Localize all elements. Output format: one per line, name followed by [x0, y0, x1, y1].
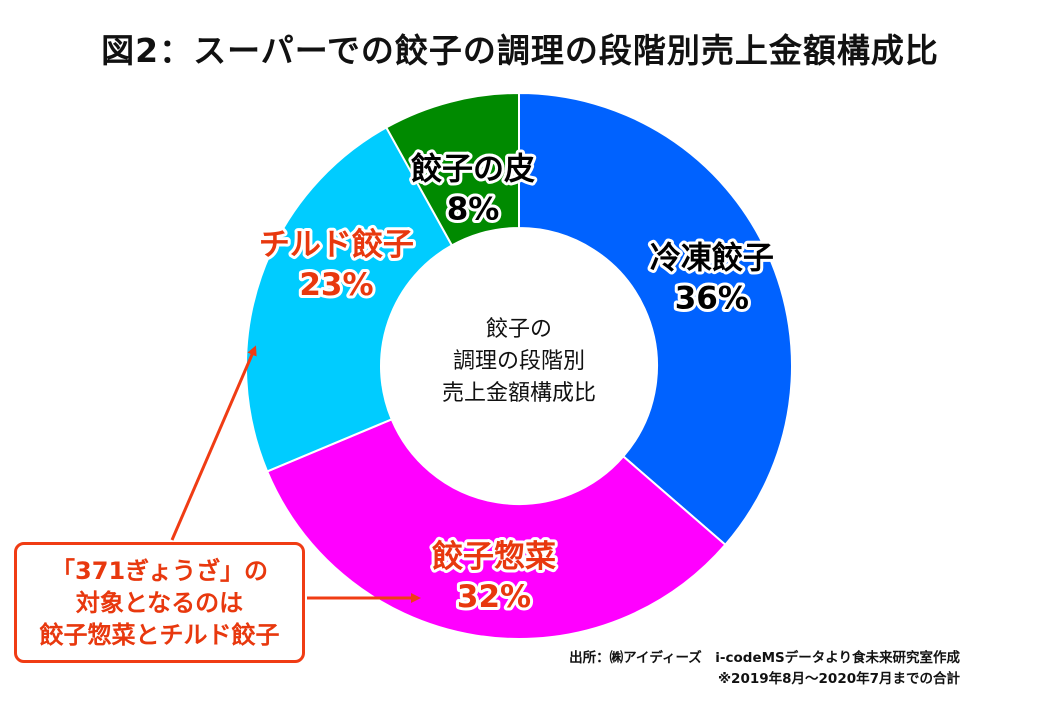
- slice-2: [245, 126, 454, 473]
- chart-title: 図2：スーパーでの餃子の調理の段階別売上金額構成比: [101, 31, 939, 70]
- slice-0: [518, 91, 793, 547]
- slice-value-label: 36%: [675, 280, 749, 316]
- callout-line: 「371ぎょうざ」の: [51, 556, 268, 585]
- callout-arrow-up: [170, 345, 257, 541]
- slice-3: [384, 91, 520, 247]
- slice-1: [265, 418, 727, 640]
- center-label-line: 調理の段階別: [453, 349, 585, 374]
- center-label: 餃子の 調理の段階別 売上金額構成比: [442, 317, 596, 406]
- slice-value-label: 32%: [457, 579, 531, 615]
- callout-line: 対象となるのは: [75, 588, 244, 617]
- slice-name-label: 餃子惣菜: [432, 539, 556, 575]
- center-label-line: 売上金額構成比: [442, 381, 596, 406]
- callout-box: 「371ぎょうざ」の 対象となるのは 餃子惣菜とチルド餃子: [14, 542, 305, 663]
- slice-name-label: チルド餃子: [259, 227, 414, 263]
- source-line: 出所：㈱アイディーズ i-codeMSデータより食未来研究室作成: [569, 650, 960, 666]
- source-note: 出所：㈱アイディーズ i-codeMSデータより食未来研究室作成 ※2019年8…: [569, 648, 960, 690]
- slice-name-label: 冷凍餃子: [650, 240, 774, 276]
- slice-value-label: 23%: [299, 267, 373, 303]
- center-label-line: 餃子の: [486, 317, 552, 342]
- slice-name-label: 餃子の皮: [411, 151, 535, 187]
- callout-line: 餃子惣菜とチルド餃子: [39, 620, 280, 649]
- period-note: ※2019年8月～2020年7月までの合計: [717, 671, 960, 687]
- slice-value-label: 8%: [447, 191, 500, 227]
